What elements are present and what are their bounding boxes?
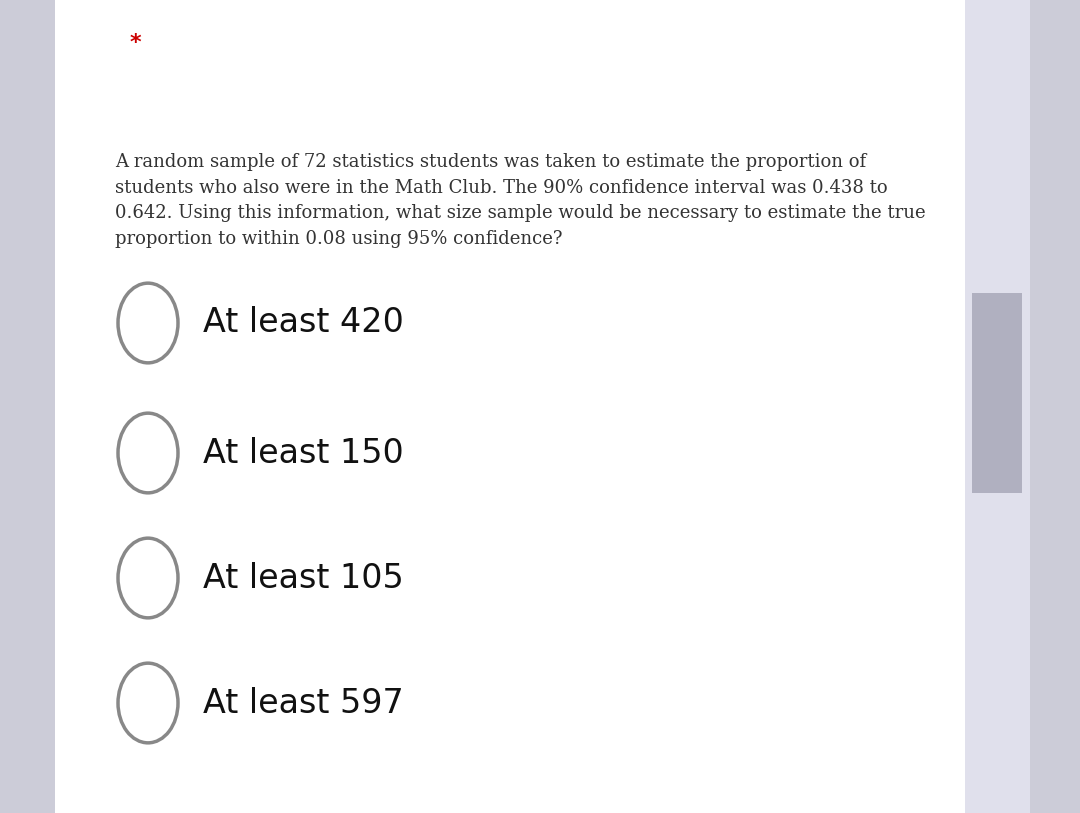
Text: At least 597: At least 597 xyxy=(203,686,404,720)
Text: At least 105: At least 105 xyxy=(203,562,404,594)
Text: A random sample of 72 statistics students was taken to estimate the proportion o: A random sample of 72 statistics student… xyxy=(114,153,926,248)
Text: *: * xyxy=(130,33,141,53)
Bar xyxy=(55,0,966,813)
Bar xyxy=(972,293,1022,493)
Bar xyxy=(966,0,1030,813)
Text: At least 150: At least 150 xyxy=(203,437,404,469)
Text: At least 420: At least 420 xyxy=(203,307,404,340)
